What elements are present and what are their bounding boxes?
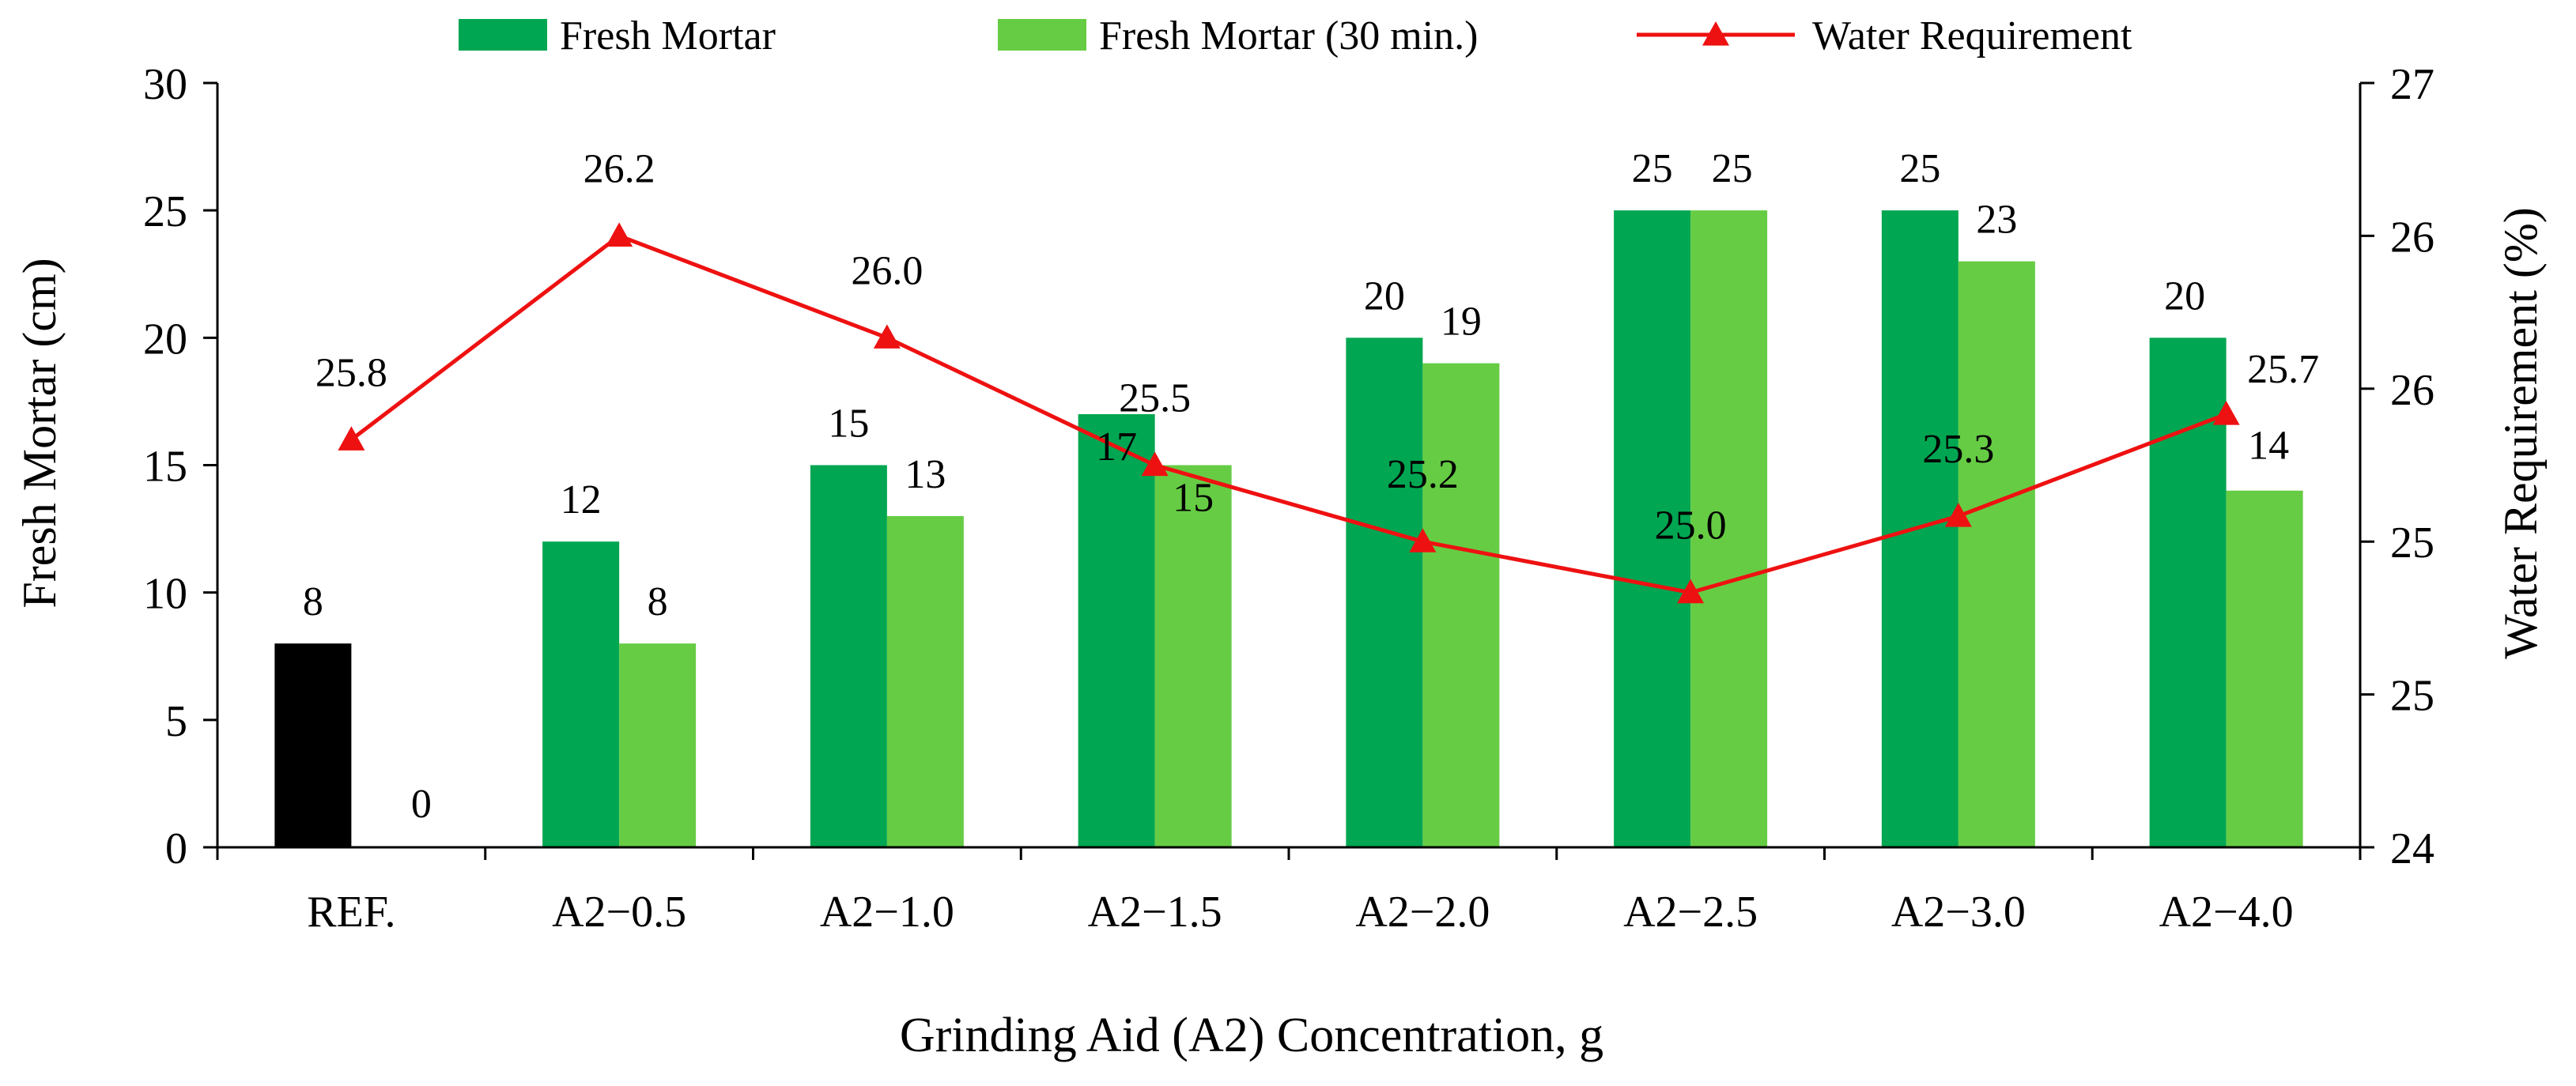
bar-fresh-mortar-30min [1422,363,1500,848]
bar-fresh-mortar [1346,337,1423,847]
x-category-label: A2−0.5 [552,888,686,937]
label-fresh-mortar: 8 [303,579,323,624]
label-water-requirement: 25.0 [1655,503,1727,549]
y-left-tick-label: 15 [143,443,187,492]
x-category-label: A2−1.0 [820,888,954,937]
bar-fresh-mortar-30min [2226,490,2303,847]
label-fresh-mortar-30min: 25 [1712,146,1753,191]
water-requirement-marker [1409,528,1437,552]
bars [274,210,2303,848]
label-water-requirement: 25.3 [1922,427,1994,472]
bar-fresh-mortar [2149,337,2227,847]
label-water-requirement: 26.0 [851,248,923,293]
label-water-requirement: 25.2 [1387,452,1459,497]
water-requirement-marker [1141,451,1169,477]
label-water-requirement: 25.7 [2247,347,2319,392]
legend-marker [1702,21,1729,46]
y-right-tick-label: 26 [2390,213,2434,262]
water-requirement-line-layer [338,222,2240,604]
water-requirement-marker [1677,579,1705,604]
label-fresh-mortar: 15 [828,402,869,447]
legend-label: Water Requirement [1812,13,2132,58]
label-fresh-mortar-30min: 23 [1976,198,2017,243]
axes: 0 5 10 15 20 25 30 24 25 25 26 26 27 REF. A2−0.5 A2−1.0… [143,60,2434,937]
label-fresh-mortar: 17 [1096,424,1137,469]
label-water-requirement: 26.2 [584,146,655,191]
y-left-tick-label: 25 [143,187,187,236]
y-right-tick-label: 25 [2390,518,2434,568]
x-category-label: A2−2.0 [1355,888,1490,937]
y-axis-right-title: Water Requirement (%) [2495,207,2547,659]
bar-fresh-mortar-30min [1958,261,2035,848]
y-axis-left-title: Fresh Mortar (cm) [13,258,66,608]
x-category-label: A2−4.0 [2159,888,2294,937]
label-fresh-mortar: 12 [561,477,602,522]
water-requirement-marker [873,324,901,349]
y-left-tick-label: 0 [165,824,187,873]
legend-label: Fresh Mortar (30 min.) [1099,13,1478,58]
y-left-tick-label: 30 [143,60,187,109]
water-requirement-marker [338,426,365,451]
label-fresh-mortar-30min: 8 [648,579,668,624]
water-requirement-line [349,233,2227,595]
y-right-tick-label: 27 [2390,60,2434,109]
label-fresh-mortar-30min: 19 [1441,300,1482,345]
y-right-tick-label: 24 [2390,824,2434,873]
label-fresh-mortar: 25 [1899,146,1940,191]
x-category-label: A2−1.5 [1088,888,1222,937]
bar-fresh-mortar [1078,414,1155,847]
label-fresh-mortar-30min: 15 [1173,476,1214,521]
y-left-tick-label: 10 [143,570,187,619]
data-labels: 8 0 25.8 12 8 26.2 15 13 26.0 17 15 25.5 20 19 25.2 25 2… [303,146,2319,827]
label-fresh-mortar: 25 [1632,146,1673,191]
x-category-label: A2−3.0 [1891,888,2026,937]
bar-fresh-mortar [810,465,887,847]
y-right-tick-label: 25 [2390,672,2434,721]
label-fresh-mortar-30min: 13 [905,452,946,497]
legend: Fresh Mortar Fresh Mortar (30 min.) Water … [459,13,2132,58]
y-left-tick-label: 5 [165,697,187,746]
label-fresh-mortar-30min: 0 [411,782,432,827]
y-right-tick-label: 26 [2390,366,2434,415]
bar-fresh-mortar-30min [619,643,697,847]
legend-label: Fresh Mortar [560,13,776,58]
x-category-label: A2−2.5 [1623,888,1758,937]
bar-fresh-mortar-30min [1154,465,1232,847]
label-water-requirement: 25.8 [315,350,387,395]
x-category-label: REF. [307,888,395,937]
bar-fresh-mortar [542,541,620,847]
water-requirement-marker [1944,502,1972,527]
bar-fresh-mortar-30min [886,515,964,847]
label-fresh-mortar-30min: 14 [2248,424,2289,469]
water-requirement-marker [606,222,633,247]
label-water-requirement: 25.5 [1119,376,1191,421]
bar-fresh-mortar [274,643,352,847]
x-axis-title: Grinding Aid (A2) Concentration, g [900,1009,1603,1062]
legend-swatch [998,19,1086,51]
bar-fresh-mortar [1614,210,1691,848]
label-fresh-mortar: 20 [2164,273,2205,319]
y-left-tick-label: 20 [143,315,187,364]
legend-swatch [459,19,547,51]
bar-fresh-mortar-30min [1690,210,1768,848]
water-requirement-marker [2212,401,2240,425]
label-fresh-mortar: 20 [1364,273,1405,319]
